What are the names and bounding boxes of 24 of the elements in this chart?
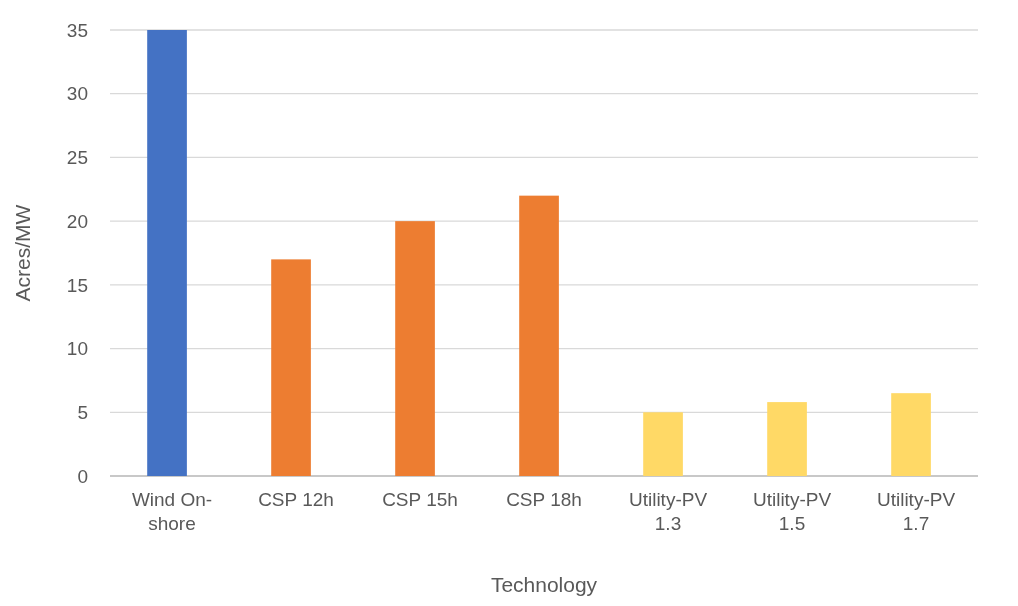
x-tick-label: Utility-PV 1.7 — [876, 489, 956, 534]
bar — [147, 30, 187, 476]
bar — [767, 402, 807, 476]
x-tick-label: Utility-PV 1.5 — [752, 489, 832, 534]
y-tick-label: 0 — [77, 465, 88, 487]
y-tick-label: 30 — [66, 83, 88, 105]
y-tick-label: 10 — [66, 338, 88, 360]
bar — [519, 195, 559, 476]
x-tick-label: Utility-PV 1.3 — [628, 489, 708, 534]
x-tick-label: CSP 15h — [382, 489, 458, 510]
y-tick-label: 20 — [66, 210, 88, 232]
y-tick-label: 15 — [66, 274, 88, 296]
x-tick-label: Wind On-shore — [131, 489, 213, 534]
y-tick-label: 5 — [77, 401, 88, 423]
y-axis-title: Acres/MW — [11, 204, 34, 302]
bar — [891, 393, 931, 476]
y-tick-label: 25 — [66, 147, 88, 169]
bar — [643, 412, 683, 476]
x-tick-label: CSP 18h — [506, 489, 582, 510]
x-axis-title: Technology — [490, 573, 598, 596]
bar — [271, 259, 311, 476]
bar — [395, 221, 435, 476]
x-tick-label: CSP 12h — [258, 489, 334, 510]
y-tick-label: 35 — [66, 19, 88, 41]
